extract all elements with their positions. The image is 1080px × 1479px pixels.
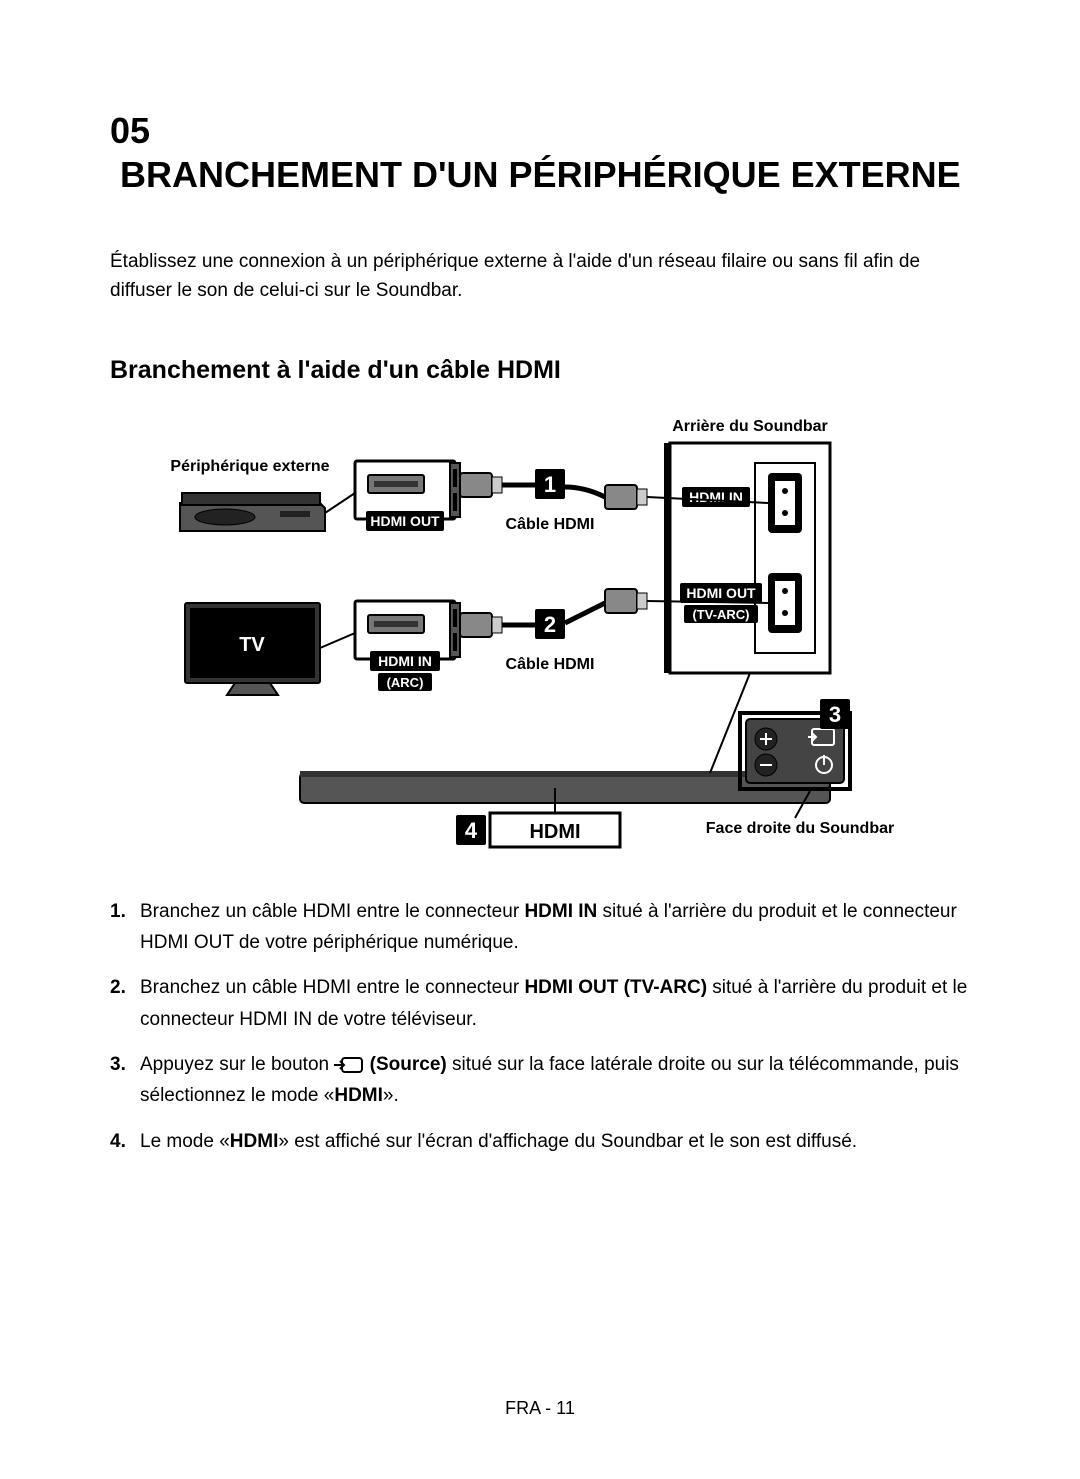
step-text: Branchez un câble HDMI entre le connecte… [140, 896, 970, 959]
chapter-title: BRANCHEMENT D'UN PÉRIPHÉRIQUE EXTERNE [120, 152, 961, 199]
hdmi-out-tvarc-port-label: HDMI OUT [686, 585, 756, 601]
svg-text:1: 1 [544, 472, 556, 497]
step-2-badge: 2 [535, 609, 565, 639]
step-1-badge: 1 [535, 469, 565, 499]
source-icon [334, 1056, 364, 1074]
svg-text:2: 2 [544, 612, 556, 637]
external-device [180, 493, 325, 531]
external-device-label: Périphérique externe [170, 458, 329, 475]
svg-text:3: 3 [829, 702, 841, 727]
page-footer: FRA - 11 [0, 1398, 1080, 1419]
step-3-badge: 3 [820, 699, 850, 729]
step-number: 2. [110, 972, 140, 1035]
connection-diagram: Arrière du Soundbar HDMI IN HDMI OUT ( [110, 413, 970, 858]
ext-hdmi-out-box: HDMI OUT [355, 461, 460, 531]
tv-arc-label: (ARC) [387, 675, 424, 690]
step-2: 2.Branchez un câble HDMI entre le connec… [110, 972, 970, 1035]
svg-text:4: 4 [465, 818, 478, 843]
cable-hdmi-label-1: Câble HDMI [506, 516, 595, 533]
step-3: 3.Appuyez sur le bouton (Source) situé s… [110, 1049, 970, 1112]
step-1: 1.Branchez un câble HDMI entre le connec… [110, 896, 970, 959]
svg-text:HDMI: HDMI [529, 821, 580, 843]
right-soundbar-label: Face droite du Soundbar [706, 820, 894, 837]
step-number: 4. [110, 1126, 140, 1157]
chapter-number: 05 [110, 110, 150, 152]
ext-hdmi-out-label: HDMI OUT [370, 513, 440, 529]
step-text: Branchez un câble HDMI entre le connecte… [140, 972, 970, 1035]
tv-hdmi-in-box: HDMI IN (ARC) [355, 601, 460, 691]
tv-hdmi-in-label: HDMI IN [378, 653, 432, 669]
section-title: Branchement à l'aide d'un câble HDMI [110, 356, 970, 385]
step-text: Appuyez sur le bouton (Source) situé sur… [140, 1049, 970, 1112]
step-text: Le mode «HDMI» est affiché sur l'écran d… [140, 1126, 970, 1157]
tvarc-port-label: (TV-ARC) [692, 607, 749, 622]
instruction-steps: 1.Branchez un câble HDMI entre le connec… [110, 896, 970, 1157]
tv-device: TV [185, 603, 320, 695]
step-number: 3. [110, 1049, 140, 1112]
svg-text:TV: TV [239, 634, 265, 656]
intro-paragraph: Établissez une connexion à un périphériq… [110, 247, 970, 306]
hdmi-in-port-label: HDMI IN [689, 489, 743, 505]
step-4-badge: 4 [456, 815, 486, 845]
cable-hdmi-label-2: Câble HDMI [506, 656, 595, 673]
step-number: 1. [110, 896, 140, 959]
rear-soundbar-label: Arrière du Soundbar [672, 418, 828, 435]
step-4: 4.Le mode «HDMI» est affiché sur l'écran… [110, 1126, 970, 1157]
rear-panel: HDMI IN HDMI OUT (TV-ARC) [664, 443, 830, 673]
